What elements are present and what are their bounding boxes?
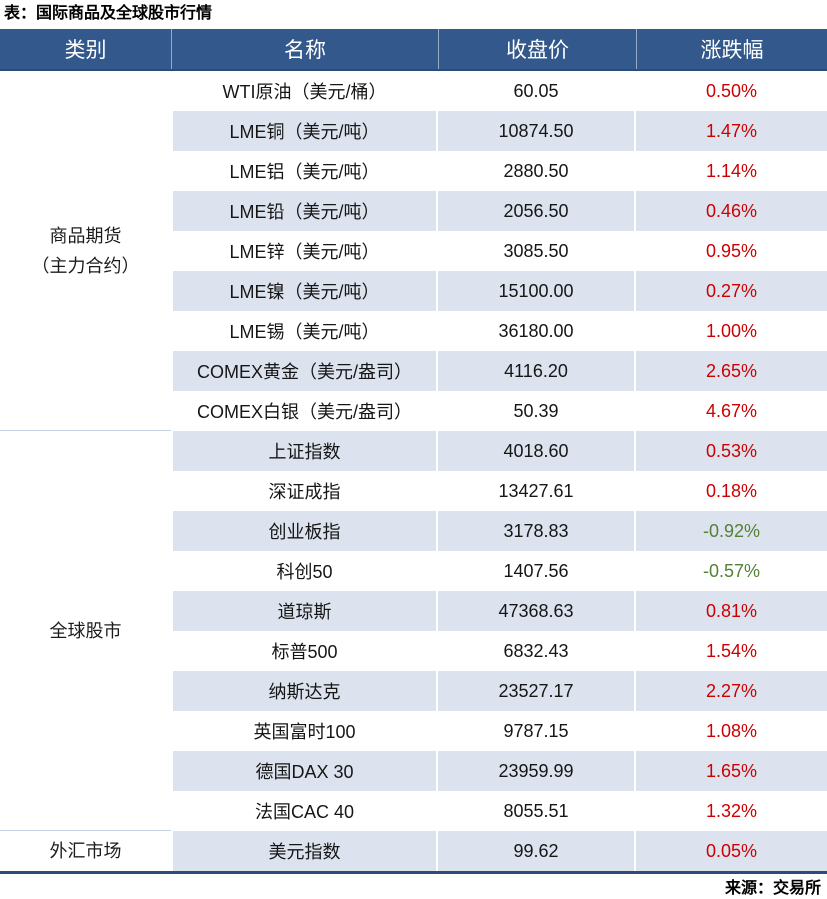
- close-cell: 8055.51: [436, 791, 634, 831]
- change-cell: 1.08%: [634, 711, 827, 751]
- close-cell: 6832.43: [436, 631, 634, 671]
- category-cell-commodities: 商品期货 （主力合约）: [0, 71, 171, 431]
- change-cell: 0.95%: [634, 231, 827, 271]
- close-cell: 23527.17: [436, 671, 634, 711]
- change-cell: 1.32%: [634, 791, 827, 831]
- change-cell: 4.67%: [634, 391, 827, 431]
- name-cell: 科创50: [171, 551, 436, 591]
- table-row: COMEX黄金（美元/盎司） 4116.20 2.65%: [171, 351, 827, 391]
- close-cell: 23959.99: [436, 751, 634, 791]
- name-cell: WTI原油（美元/桶）: [171, 71, 436, 111]
- close-cell: 36180.00: [436, 311, 634, 351]
- table-row: LME铜（美元/吨） 10874.50 1.47%: [171, 111, 827, 151]
- close-cell: 1407.56: [436, 551, 634, 591]
- table-row: LME铅（美元/吨） 2056.50 0.46%: [171, 191, 827, 231]
- table-row: 英国富时100 9787.15 1.08%: [171, 711, 827, 751]
- column-header-name: 名称: [171, 29, 438, 69]
- name-cell: 创业板指: [171, 511, 436, 551]
- table-row: 道琼斯 47368.63 0.81%: [171, 591, 827, 631]
- category-cell-global-stocks: 全球股市: [0, 431, 171, 831]
- market-table: 类别 名称 收盘价 涨跌幅 商品期货 （主力合约） 全球股市 外汇市场 WTI原…: [0, 29, 827, 874]
- table-body: 商品期货 （主力合约） 全球股市 外汇市场 WTI原油（美元/桶） 60.05 …: [0, 71, 827, 871]
- change-cell: 1.14%: [634, 151, 827, 191]
- table-header-row: 类别 名称 收盘价 涨跌幅: [0, 29, 827, 71]
- name-cell: 深证成指: [171, 471, 436, 511]
- name-cell: 美元指数: [171, 831, 436, 871]
- name-cell: 纳斯达克: [171, 671, 436, 711]
- change-cell: 2.65%: [634, 351, 827, 391]
- table-row: 标普500 6832.43 1.54%: [171, 631, 827, 671]
- data-rows: WTI原油（美元/桶） 60.05 0.50% LME铜（美元/吨） 10874…: [171, 71, 827, 871]
- table-row: LME锌（美元/吨） 3085.50 0.95%: [171, 231, 827, 271]
- name-cell: LME铅（美元/吨）: [171, 191, 436, 231]
- table-row: COMEX白银（美元/盎司） 50.39 4.67%: [171, 391, 827, 431]
- change-cell: 0.53%: [634, 431, 827, 471]
- name-cell: COMEX黄金（美元/盎司）: [171, 351, 436, 391]
- close-cell: 13427.61: [436, 471, 634, 511]
- name-cell: LME铜（美元/吨）: [171, 111, 436, 151]
- table-row: WTI原油（美元/桶） 60.05 0.50%: [171, 71, 827, 111]
- table-row: LME锡（美元/吨） 36180.00 1.00%: [171, 311, 827, 351]
- change-cell: 0.46%: [634, 191, 827, 231]
- close-cell: 99.62: [436, 831, 634, 871]
- close-cell: 10874.50: [436, 111, 634, 151]
- table-row: 法国CAC 40 8055.51 1.32%: [171, 791, 827, 831]
- table-row: 纳斯达克 23527.17 2.27%: [171, 671, 827, 711]
- source-note: 来源：交易所: [724, 880, 821, 897]
- name-cell: LME镍（美元/吨）: [171, 271, 436, 311]
- name-cell: 法国CAC 40: [171, 791, 436, 831]
- table-row: 上证指数 4018.60 0.53%: [171, 431, 827, 471]
- category-cell-forex: 外汇市场: [49, 841, 122, 861]
- table-title: 表：国际商品及全球股市行情: [4, 5, 213, 22]
- change-cell: 1.54%: [634, 631, 827, 671]
- name-cell: 上证指数: [171, 431, 436, 471]
- name-cell: LME锌（美元/吨）: [171, 231, 436, 271]
- change-cell: 0.81%: [634, 591, 827, 631]
- table-row: 创业板指 3178.83 -0.92%: [171, 511, 827, 551]
- name-cell: 标普500: [171, 631, 436, 671]
- change-cell: 0.27%: [634, 271, 827, 311]
- close-cell: 4116.20: [436, 351, 634, 391]
- change-cell: -0.92%: [634, 511, 827, 551]
- change-cell: 2.27%: [634, 671, 827, 711]
- change-cell: 0.18%: [634, 471, 827, 511]
- close-cell: 50.39: [436, 391, 634, 431]
- table-row: 深证成指 13427.61 0.18%: [171, 471, 827, 511]
- name-cell: 德国DAX 30: [171, 751, 436, 791]
- table-row: LME铝（美元/吨） 2880.50 1.14%: [171, 151, 827, 191]
- change-cell: 0.50%: [634, 71, 827, 111]
- column-header-close: 收盘价: [438, 29, 636, 69]
- column-header-category: 类别: [64, 39, 107, 62]
- table-row: 德国DAX 30 23959.99 1.65%: [171, 751, 827, 791]
- close-cell: 3178.83: [436, 511, 634, 551]
- name-cell: 英国富时100: [171, 711, 436, 751]
- close-cell: 2880.50: [436, 151, 634, 191]
- close-cell: 15100.00: [436, 271, 634, 311]
- change-cell: -0.57%: [634, 551, 827, 591]
- close-cell: 60.05: [436, 71, 634, 111]
- name-cell: LME铝（美元/吨）: [171, 151, 436, 191]
- close-cell: 2056.50: [436, 191, 634, 231]
- close-cell: 47368.63: [436, 591, 634, 631]
- close-cell: 3085.50: [436, 231, 634, 271]
- name-cell: LME锡（美元/吨）: [171, 311, 436, 351]
- name-cell: COMEX白银（美元/盎司）: [171, 391, 436, 431]
- change-cell: 1.47%: [634, 111, 827, 151]
- table-row: 美元指数 99.62 0.05%: [171, 831, 827, 871]
- change-cell: 1.65%: [634, 751, 827, 791]
- change-cell: 1.00%: [634, 311, 827, 351]
- column-header-change: 涨跌幅: [636, 29, 827, 69]
- table-row: LME镍（美元/吨） 15100.00 0.27%: [171, 271, 827, 311]
- close-cell: 4018.60: [436, 431, 634, 471]
- table-row: 科创50 1407.56 -0.57%: [171, 551, 827, 591]
- category-column: 商品期货 （主力合约） 全球股市 外汇市场: [0, 71, 171, 871]
- name-cell: 道琼斯: [171, 591, 436, 631]
- close-cell: 9787.15: [436, 711, 634, 751]
- change-cell: 0.05%: [634, 831, 827, 871]
